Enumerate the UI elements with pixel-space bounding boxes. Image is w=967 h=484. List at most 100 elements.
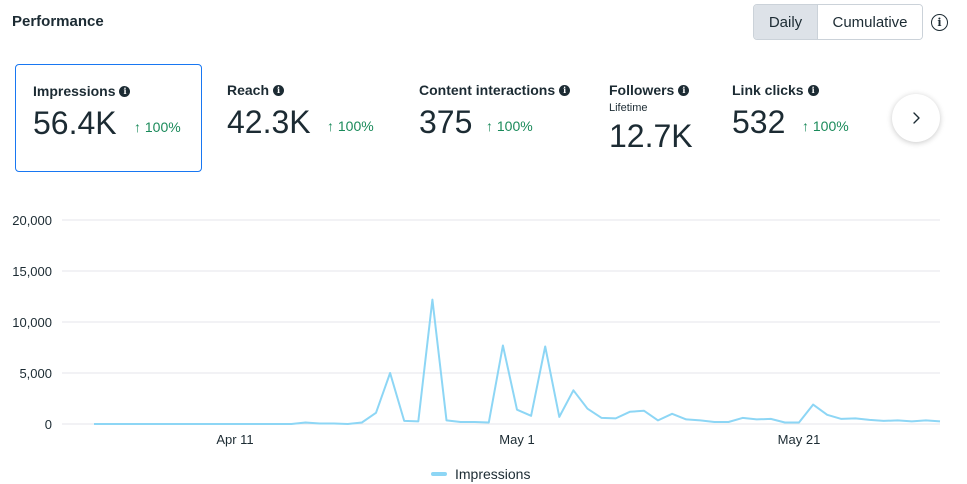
data-point <box>911 421 912 422</box>
data-point <box>629 411 630 412</box>
cumulative-toggle-button[interactable]: Cumulative <box>818 5 922 39</box>
y-tick-label: 5,000 <box>19 366 52 381</box>
metric-card-impressions[interactable]: Impressions i 56.4K ↑ 100% <box>15 64 202 172</box>
chevron-right-icon <box>913 112 920 124</box>
chart-legend[interactable]: Impressions <box>431 466 530 482</box>
info-icon[interactable]: i <box>559 84 571 96</box>
info-icon[interactable]: i <box>273 84 285 96</box>
data-point <box>122 424 123 425</box>
data-point <box>686 419 687 420</box>
data-point <box>883 420 884 421</box>
x-tick-label: May 1 <box>499 432 534 447</box>
metric-label: Reach <box>227 82 270 98</box>
data-point <box>827 414 828 415</box>
data-point <box>319 423 320 424</box>
metric-label-wrap: Reach i <box>227 82 285 98</box>
data-point <box>432 299 433 300</box>
metric-change-value: 100% <box>337 118 374 134</box>
data-point <box>263 424 264 425</box>
info-icon[interactable]: i <box>807 84 819 96</box>
data-point <box>291 424 292 425</box>
impressions-line-chart: 0 5,000 10,000 15,000 20,000 Apr 11 May 1 May 2… <box>12 213 941 447</box>
metric-change: ↑ 100% <box>802 118 849 134</box>
data-point <box>897 420 898 421</box>
view-toggle: Daily Cumulative <box>753 4 923 40</box>
data-point <box>799 422 800 423</box>
metric-card-content-interactions[interactable]: Content interactions i 375 ↑ 100% <box>402 64 587 172</box>
metric-change-value: 100% <box>496 118 533 134</box>
data-point <box>855 418 856 419</box>
data-point <box>925 420 926 421</box>
data-point <box>601 417 602 418</box>
data-point <box>164 424 165 425</box>
metric-value: 532 <box>732 104 786 140</box>
data-point <box>192 424 193 425</box>
metric-label-wrap: Impressions i <box>33 83 131 99</box>
data-point <box>488 422 489 423</box>
info-icon[interactable]: i <box>678 84 690 96</box>
arrow-up-icon: ↑ <box>802 118 809 134</box>
data-point <box>502 345 503 346</box>
page-title: Performance <box>12 13 104 30</box>
x-tick-label: Apr 11 <box>216 432 253 447</box>
metric-card-followers[interactable]: Followers i Lifetime 12.7K <box>592 64 707 172</box>
metric-change: ↑ 100% <box>486 118 533 134</box>
data-point <box>643 410 644 411</box>
x-tick-label: May 21 <box>778 432 821 447</box>
metric-label: Impressions <box>33 83 116 99</box>
data-point <box>136 424 137 425</box>
data-point <box>178 424 179 425</box>
legend-swatch <box>431 472 447 476</box>
data-point <box>235 424 236 425</box>
metric-label-wrap: Followers i <box>609 82 690 98</box>
metric-label-wrap: Link clicks i <box>732 82 819 98</box>
metric-label: Content interactions <box>419 82 556 98</box>
y-tick-label: 20,000 <box>12 213 52 228</box>
info-icon[interactable]: i <box>119 85 131 97</box>
data-point <box>277 424 278 425</box>
data-point <box>615 418 616 419</box>
data-point <box>658 420 659 421</box>
data-point <box>545 346 546 347</box>
metric-change-value: 100% <box>812 118 849 134</box>
metric-change: ↑ 100% <box>327 118 374 134</box>
metric-label-wrap: Content interactions i <box>419 82 571 98</box>
data-point <box>446 420 447 421</box>
data-point <box>714 421 715 422</box>
data-point <box>333 423 334 424</box>
data-point <box>756 419 757 420</box>
data-point <box>418 421 419 422</box>
data-point <box>784 422 785 423</box>
arrow-up-icon: ↑ <box>327 118 334 134</box>
metric-value: 56.4K <box>33 105 117 141</box>
series-line-impressions <box>94 298 941 425</box>
data-point <box>305 422 306 423</box>
next-metrics-button[interactable] <box>892 94 940 142</box>
metric-change-value: 100% <box>144 119 181 135</box>
data-point <box>813 404 814 405</box>
data-point <box>404 420 405 421</box>
daily-toggle-button[interactable]: Daily <box>754 5 818 39</box>
data-point <box>841 418 842 419</box>
data-point <box>559 416 560 417</box>
data-point <box>460 421 461 422</box>
data-point <box>587 408 588 409</box>
data-point <box>573 390 574 391</box>
metric-card-link-clicks[interactable]: Link clicks i 532 ↑ 100% <box>715 64 885 172</box>
metric-value: 375 <box>419 104 473 140</box>
y-tick-label: 15,000 <box>12 264 52 279</box>
y-tick-label: 10,000 <box>12 315 52 330</box>
data-point <box>672 413 673 414</box>
info-icon[interactable]: i <box>931 14 948 31</box>
legend-label: Impressions <box>455 466 531 482</box>
arrow-up-icon: ↑ <box>134 119 141 135</box>
arrow-up-icon: ↑ <box>486 118 493 134</box>
data-point <box>347 424 348 425</box>
metric-value: 12.7K <box>609 118 693 154</box>
metric-label: Followers <box>609 82 675 98</box>
metric-change: ↑ 100% <box>134 119 181 135</box>
data-point <box>940 421 941 422</box>
metric-card-reach[interactable]: Reach i 42.3K ↑ 100% <box>210 64 390 172</box>
data-point <box>361 422 362 423</box>
data-point <box>390 373 391 374</box>
